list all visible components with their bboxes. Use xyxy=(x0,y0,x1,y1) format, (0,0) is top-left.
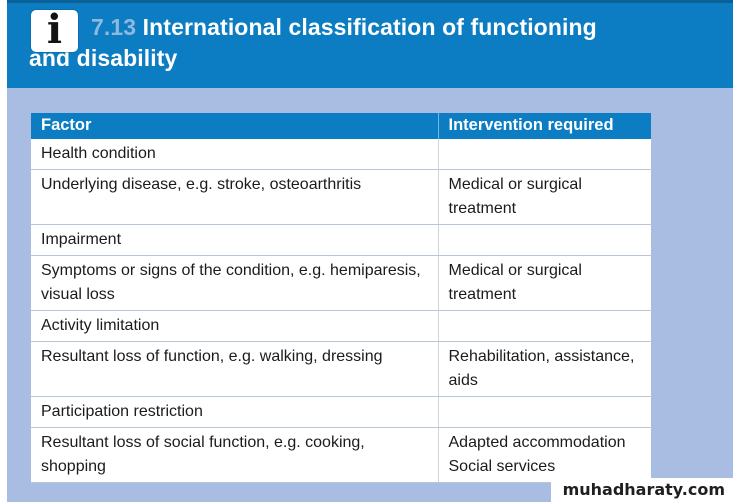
intervention-cell xyxy=(437,310,651,342)
factor-cell: Activity limitation xyxy=(31,310,438,342)
watermark: muhadharaty.com xyxy=(550,478,733,502)
table-row: Participation restriction xyxy=(31,396,651,428)
table-row: Symptoms or signs of the condition, e.g.… xyxy=(31,255,651,311)
page-title-text: International classification of function… xyxy=(29,14,597,71)
factor-cell: Symptoms or signs of the condition, e.g.… xyxy=(31,255,438,311)
factor-cell: Underlying disease, e.g. stroke, osteoar… xyxy=(31,169,438,225)
factor-cell: Participation restriction xyxy=(31,396,438,428)
intervention-cell xyxy=(437,396,651,428)
icf-table: Factor Intervention required Health cond… xyxy=(31,113,651,483)
intervention-cell: Rehabilitation, assistance, aids xyxy=(437,341,651,397)
title-banner: i 7.13 International classification of f… xyxy=(7,0,733,88)
table-row: Resultant loss of function, e.g. walking… xyxy=(31,341,651,397)
factor-column-header: Factor xyxy=(31,113,438,139)
table-row: Resultant loss of social function, e.g. … xyxy=(31,427,651,483)
info-icon-glyph: i xyxy=(46,6,63,53)
intervention-cell: Medical or surgical treatment xyxy=(437,255,651,311)
table-row: Impairment xyxy=(31,224,651,256)
intervention-cell: Adapted accommodation Social services xyxy=(437,427,651,483)
factor-cell: Impairment xyxy=(31,224,438,256)
table-row: Health condition xyxy=(31,139,651,170)
info-icon: i xyxy=(31,10,78,52)
intervention-cell: Medical or surgical treatment xyxy=(437,169,651,225)
watermark-text: muhadharaty.com xyxy=(562,480,725,499)
table-row: Activity limitation xyxy=(31,310,651,342)
factor-cell: Health condition xyxy=(31,139,438,170)
slide-body: Factor Intervention required Health cond… xyxy=(7,88,733,502)
box-number: 7.13 xyxy=(91,14,137,40)
factor-cell: Resultant loss of social function, e.g. … xyxy=(31,427,438,483)
intervention-column-header: Intervention required xyxy=(437,113,651,139)
page-title: 7.13 International classification of fun… xyxy=(29,12,629,74)
table-header-row: Factor Intervention required xyxy=(31,113,651,139)
table-row: Underlying disease, e.g. stroke, osteoar… xyxy=(31,169,651,225)
intervention-cell xyxy=(437,139,651,170)
factor-cell: Resultant loss of function, e.g. walking… xyxy=(31,341,438,397)
intervention-cell xyxy=(437,224,651,256)
